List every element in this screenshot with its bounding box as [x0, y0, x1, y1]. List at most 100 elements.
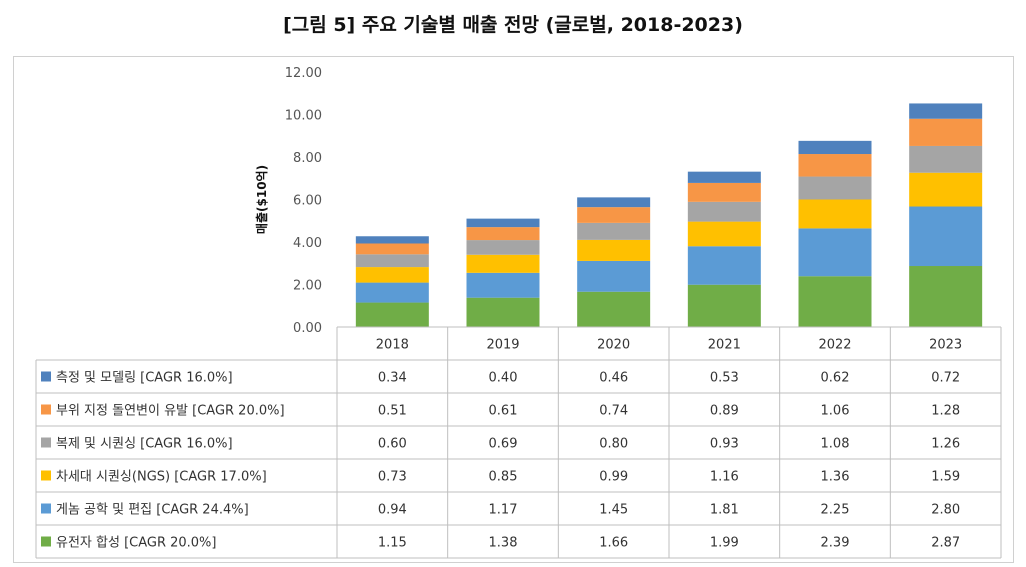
legend-label: 게놈 공학 및 편집 [CAGR 24.4%] [56, 503, 249, 518]
bar-segment [798, 176, 872, 200]
bar-segment [355, 254, 429, 268]
bar-segment [355, 282, 429, 303]
bar-segment [687, 221, 761, 247]
y-tick-label: 12.00 [285, 66, 322, 81]
bar-segment [798, 199, 872, 229]
x-tick-label: 2019 [486, 338, 519, 353]
data-label: 0.73 [378, 470, 407, 485]
data-label: 0.51 [378, 404, 407, 419]
data-label: 0.85 [489, 470, 518, 485]
bar-segment [798, 276, 872, 327]
data-label: 0.74 [599, 404, 628, 419]
bar-segment [798, 228, 872, 277]
bar-segment [577, 239, 651, 261]
bar-segment [687, 284, 761, 327]
x-tick-label: 2018 [376, 338, 409, 353]
data-label: 0.46 [599, 371, 628, 386]
bar-segment [687, 182, 761, 202]
bar-segment [355, 243, 429, 255]
legend-swatch [41, 536, 51, 547]
data-table: 2018 2019 2020 2021 2022 2023 측정 및 모델링 [CAGR 1… [35, 326, 1002, 559]
bar-segment [466, 254, 540, 273]
data-label: 1.36 [821, 470, 850, 485]
data-label: 1.38 [489, 536, 518, 551]
legend-swatch [41, 404, 51, 415]
data-label: 1.08 [821, 437, 850, 452]
data-label: 0.94 [378, 503, 407, 518]
data-label: 0.80 [599, 437, 628, 452]
stacked-bar-chart: 0.00 2.00 4.00 6.00 8.00 10.00 12.00 매출($10억) 2… [35, 66, 1002, 559]
bar-segment [687, 201, 761, 222]
data-label: 0.89 [710, 404, 739, 419]
data-label: 0.61 [489, 404, 518, 419]
data-label: 0.34 [378, 371, 407, 386]
legend-swatch [41, 503, 51, 514]
bar-segment [466, 227, 540, 241]
data-label: 1.28 [931, 404, 960, 419]
data-label: 0.69 [489, 437, 518, 452]
bar-segment [466, 272, 540, 298]
bar-segment [909, 145, 983, 173]
data-label: 1.16 [710, 470, 739, 485]
data-label: 1.26 [931, 437, 960, 452]
bar-segment [687, 171, 761, 183]
y-axis-label: 매출($10억) [254, 165, 269, 234]
legend-swatch [41, 437, 51, 448]
y-tick-label: 10.00 [285, 109, 322, 124]
data-label: 1.17 [489, 503, 518, 518]
data-label: 0.60 [378, 437, 407, 452]
y-tick-label: 8.00 [293, 151, 322, 166]
bar-segment [577, 291, 651, 327]
data-label: 1.99 [710, 536, 739, 551]
y-axis: 0.00 2.00 4.00 6.00 8.00 10.00 12.00 매출($10억) [254, 66, 322, 336]
bar-segment [466, 297, 540, 327]
bar-segment [909, 103, 983, 119]
legend-label: 측정 및 모델링 [CAGR 16.0%] [56, 371, 233, 386]
bar-segment [909, 172, 983, 207]
x-tick-label: 2021 [708, 338, 741, 353]
data-label: 2.39 [821, 536, 850, 551]
data-label: 1.66 [599, 536, 628, 551]
y-tick-label: 2.00 [293, 279, 322, 294]
bars [355, 103, 983, 327]
data-label: 0.40 [489, 371, 518, 386]
chart-frame: 0.00 2.00 4.00 6.00 8.00 10.00 12.00 매출($10억) 2… [13, 56, 1014, 563]
y-tick-label: 6.00 [293, 194, 322, 209]
data-label: 1.59 [931, 470, 960, 485]
legend-label: 부위 지정 돌연변이 유발 [CAGR 20.0%] [56, 404, 285, 419]
bar-segment [577, 260, 651, 292]
bar-segment [909, 118, 983, 146]
legend-label: 복제 및 시퀀싱 [CAGR 16.0%] [56, 437, 233, 452]
legend-swatch [41, 470, 51, 481]
data-label: 2.87 [931, 536, 960, 551]
bar-segment [577, 197, 651, 208]
bar-segment [577, 222, 651, 240]
bar-segment [355, 267, 429, 283]
bar-segment [355, 302, 429, 327]
data-label: 1.45 [599, 503, 628, 518]
bar-segment [577, 207, 651, 223]
bar-segment [466, 218, 540, 228]
data-label: 0.72 [931, 371, 960, 386]
data-label: 1.81 [710, 503, 739, 518]
data-label: 1.15 [378, 536, 407, 551]
data-label: 0.62 [821, 371, 850, 386]
legend-label: 차세대 시퀀싱(NGS) [CAGR 17.0%] [56, 470, 267, 485]
bar-segment [798, 140, 872, 155]
data-label: 0.99 [599, 470, 628, 485]
bar-segment [687, 246, 761, 285]
y-tick-label: 0.00 [293, 321, 322, 336]
data-label: 0.93 [710, 437, 739, 452]
bar-segment [355, 236, 429, 244]
y-tick-label: 4.00 [293, 236, 322, 251]
x-tick-label: 2020 [597, 338, 630, 353]
legend-label: 유전자 합성 [CAGR 20.0%] [56, 536, 217, 551]
bar-segment [466, 240, 540, 255]
data-label: 1.06 [821, 404, 850, 419]
legend-swatch [41, 371, 51, 382]
bar-segment [909, 266, 983, 327]
x-tick-label: 2022 [818, 338, 851, 353]
bar-segment [798, 154, 872, 177]
x-tick-label: 2023 [929, 338, 962, 353]
data-label: 0.53 [710, 371, 739, 386]
